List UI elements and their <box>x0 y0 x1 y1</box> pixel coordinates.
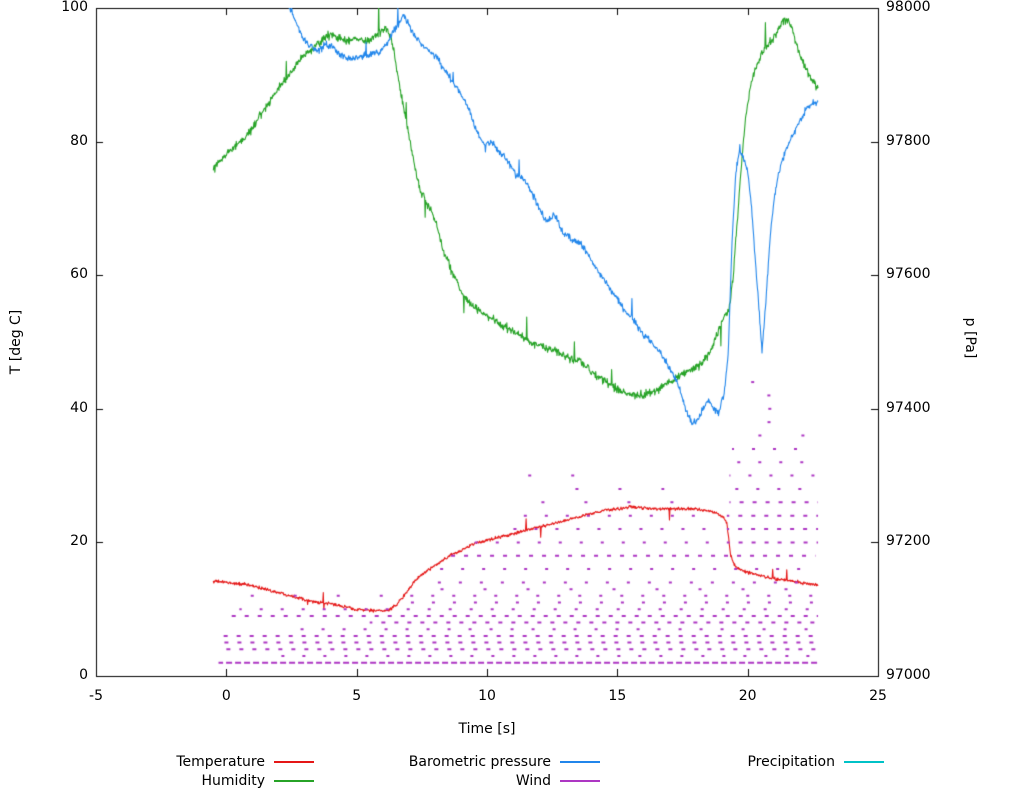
legend-label: Barometric pressure <box>408 754 551 770</box>
x-tick-label: 20 <box>738 688 757 704</box>
legend-entry-wind: Wind <box>321 772 600 790</box>
legend-entry-precipitation: Precipitation <box>605 753 884 771</box>
x-tick-label: 0 <box>221 688 231 704</box>
x-tick-label: 5 <box>352 688 362 704</box>
y-left-tick-label: 100 <box>61 0 88 15</box>
y-axis-title-right: p [Pa] <box>962 317 978 359</box>
y-axis-title-left: T [deg C] <box>8 309 24 375</box>
y-right-tick-label: 97400 <box>886 399 931 416</box>
legend-entry-humidity: Humidity <box>35 772 314 790</box>
legend-line-sample <box>274 780 314 782</box>
legend-line-sample <box>274 761 314 763</box>
legend-line-sample <box>560 780 600 782</box>
y-right-tick-label: 98000 <box>886 0 931 15</box>
legend-label: Temperature <box>176 754 265 770</box>
y-left-tick-label: 20 <box>70 533 88 550</box>
legend-label: Wind <box>515 773 551 789</box>
y-right-tick-label: 97200 <box>886 533 931 550</box>
x-tick-label: 15 <box>608 688 627 704</box>
y-left-tick-label: 60 <box>70 266 88 283</box>
y-right-tick-label: 97600 <box>886 266 931 283</box>
legend-label: Precipitation <box>747 754 835 770</box>
legend-entry-barometric-pressure: Barometric pressure <box>321 753 600 771</box>
x-tick-label: 25 <box>869 688 887 704</box>
y-right-tick-label: 97800 <box>886 132 931 149</box>
x-tick-label: 10 <box>478 688 496 704</box>
x-tick-label: -5 <box>89 688 103 704</box>
y-left-tick-label: 0 <box>79 667 88 683</box>
legend-label: Humidity <box>201 773 265 789</box>
y-right-tick-label: 97000 <box>886 667 931 683</box>
y-left-tick-label: 40 <box>70 399 88 416</box>
legend-line-sample <box>844 761 884 763</box>
legend-entry-temperature: Temperature <box>35 753 314 771</box>
legend-line-sample <box>560 761 600 763</box>
x-axis-title: Time [s] <box>458 721 516 737</box>
y-left-tick-label: 80 <box>70 132 88 149</box>
